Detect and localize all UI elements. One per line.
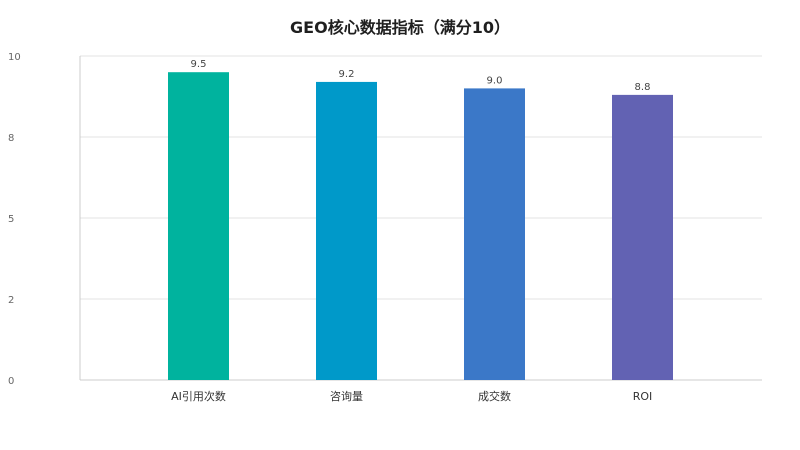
chart-title: GEO核心数据指标（满分10） [290, 18, 510, 37]
y-tick-label: 2 [8, 295, 14, 306]
data-label: 8.8 [635, 82, 651, 93]
x-tick-label: ROI [633, 390, 653, 403]
y-tick-label: 5 [8, 214, 14, 225]
y-tick-label: 8 [8, 133, 14, 144]
data-label: 9.0 [487, 75, 503, 86]
bar-1 [168, 72, 229, 380]
x-tick-label: AI引用次数 [171, 389, 226, 403]
bar-3 [464, 88, 525, 381]
y-tick-label: 10 [8, 52, 21, 63]
y-tick-label: 0 [8, 376, 14, 387]
data-label: 9.5 [191, 59, 207, 70]
x-tick-label: 咨询量 [330, 389, 363, 403]
x-tick-label: 成交数 [478, 389, 511, 403]
bar-4 [612, 94, 673, 380]
data-label: 9.2 [339, 69, 355, 80]
bar-2 [316, 81, 377, 381]
